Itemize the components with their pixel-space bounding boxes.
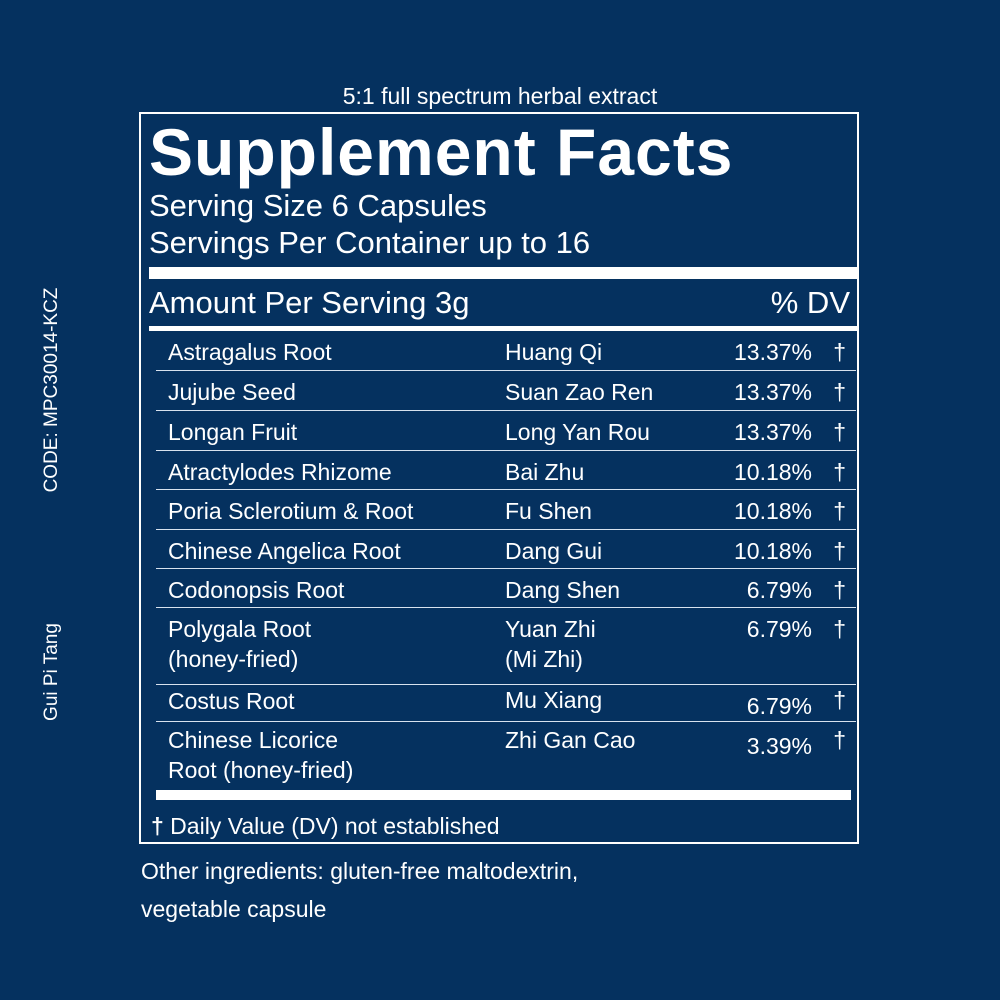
medium-divider xyxy=(149,326,857,331)
ingredient-name-line2: (honey-fried) xyxy=(168,646,299,672)
ingredient-name: Poria Sclerotium & Root xyxy=(168,498,414,524)
dv-footnote-dagger: † xyxy=(151,813,164,839)
ingredient-name-line1: Polygala Root xyxy=(168,616,312,642)
servings-per-container: Servings Per Container up to 16 xyxy=(149,225,591,260)
ingredient-name: Polygala Root (honey-fried) xyxy=(168,614,508,674)
ingredient-name: Codonopsis Root xyxy=(168,577,345,603)
ingredient-chinese-name: Bai Zhu xyxy=(505,459,585,485)
tagline: 5:1 full spectrum herbal extract xyxy=(342,83,658,109)
ingredient-dv: 6.79% xyxy=(746,577,812,603)
product-code: CODE: MPC30014-KCZ xyxy=(41,287,62,493)
ingredient-chinese-name: Dang Shen xyxy=(505,577,621,603)
dagger-mark: † xyxy=(833,379,846,405)
ingredient-chinese-line2: (Mi Zhi) xyxy=(505,646,583,672)
ingredient-chinese-name: Mu Xiang xyxy=(505,687,603,713)
dagger-mark: † xyxy=(833,339,846,365)
dagger-mark: † xyxy=(833,616,846,642)
ingredient-dv: 6.79% xyxy=(746,616,812,642)
ingredient-name-line2: Root (honey-fried) xyxy=(168,757,354,783)
ingredient-dv: 13.37% xyxy=(733,379,812,405)
ingredient-row: Jujube Seed Suan Zao Ren 13.37% † xyxy=(156,371,856,411)
dagger-mark: † xyxy=(833,687,846,713)
ingredient-row: Codonopsis Root Dang Shen 6.79% † xyxy=(156,569,856,608)
ingredient-name: Atractylodes Rhizome xyxy=(168,459,392,485)
ingredient-dv: 13.37% xyxy=(733,339,812,365)
panel-title: Supplement Facts xyxy=(149,115,734,189)
ingredient-dv: 6.79% xyxy=(746,693,812,719)
ingredient-name: Chinese Angelica Root xyxy=(168,538,401,564)
ingredient-row: Chinese Licorice Root (honey-fried) Zhi … xyxy=(156,722,856,792)
dv-footnote: † Daily Value (DV) not established xyxy=(151,811,500,841)
ingredient-dv: 10.18% xyxy=(733,538,812,564)
serving-size: Serving Size 6 Capsules xyxy=(149,188,487,223)
other-ingredients: Other ingredients: gluten-free maltodext… xyxy=(141,852,761,928)
product-name: Gui Pi Tang xyxy=(41,623,62,721)
dv-header: % DV xyxy=(770,285,850,320)
ingredient-chinese-name: Suan Zao Ren xyxy=(505,379,654,405)
ingredient-row: Longan Fruit Long Yan Rou 13.37% † xyxy=(156,411,856,451)
ingredient-chinese-name: Zhi Gan Cao xyxy=(505,727,636,753)
ingredient-row: Poria Sclerotium & Root Fu Shen 10.18% † xyxy=(156,490,856,530)
ingredient-chinese-name: Long Yan Rou xyxy=(505,419,650,445)
ingredient-row: Polygala Root (honey-fried) Yuan Zhi (Mi… xyxy=(156,608,856,685)
ingredient-row: Atractylodes Rhizome Bai Zhu 10.18% † xyxy=(156,451,856,490)
dagger-mark: † xyxy=(833,498,846,524)
amount-per-serving: Amount Per Serving 3g xyxy=(149,285,470,320)
ingredient-name-line1: Chinese Licorice xyxy=(168,727,339,753)
ingredient-chinese-name: Yuan Zhi (Mi Zhi) xyxy=(505,614,725,674)
ingredient-dv: 3.39% xyxy=(746,733,812,759)
ingredient-row: Costus Root Mu Xiang 6.79% † xyxy=(156,685,856,722)
ingredient-chinese-name: Huang Qi xyxy=(505,339,603,365)
other-ingredients-line1: Other ingredients: gluten-free maltodext… xyxy=(141,858,579,884)
dagger-mark: † xyxy=(833,727,846,753)
bottom-divider xyxy=(156,790,851,800)
dagger-mark: † xyxy=(833,419,846,445)
ingredient-name: Astragalus Root xyxy=(168,339,332,365)
ingredient-dv: 13.37% xyxy=(733,419,812,445)
ingredient-name: Jujube Seed xyxy=(168,379,296,405)
supplement-facts-panel: Supplement Facts Serving Size 6 Capsules… xyxy=(139,112,859,844)
ingredient-name: Longan Fruit xyxy=(168,419,298,445)
ingredient-chinese-name: Fu Shen xyxy=(505,498,592,524)
dagger-mark: † xyxy=(833,577,846,603)
ingredient-dv: 10.18% xyxy=(733,459,812,485)
ingredient-name: Costus Root xyxy=(168,688,295,714)
thick-divider xyxy=(149,267,857,279)
ingredient-chinese-name: Dang Gui xyxy=(505,538,603,564)
ingredient-table: Astragalus Root Huang Qi 13.37% † Jujube… xyxy=(156,331,856,792)
other-ingredients-line2: vegetable capsule xyxy=(141,896,327,922)
ingredient-row: Astragalus Root Huang Qi 13.37% † xyxy=(156,331,856,371)
dagger-mark: † xyxy=(833,459,846,485)
ingredient-name: Chinese Licorice Root (honey-fried) xyxy=(168,725,508,785)
dv-footnote-text: Daily Value (DV) not established xyxy=(163,813,500,839)
ingredient-chinese-line1: Yuan Zhi xyxy=(505,616,596,642)
ingredient-dv: 10.18% xyxy=(733,498,812,524)
ingredient-row: Chinese Angelica Root Dang Gui 10.18% † xyxy=(156,530,856,569)
dagger-mark: † xyxy=(833,538,846,564)
